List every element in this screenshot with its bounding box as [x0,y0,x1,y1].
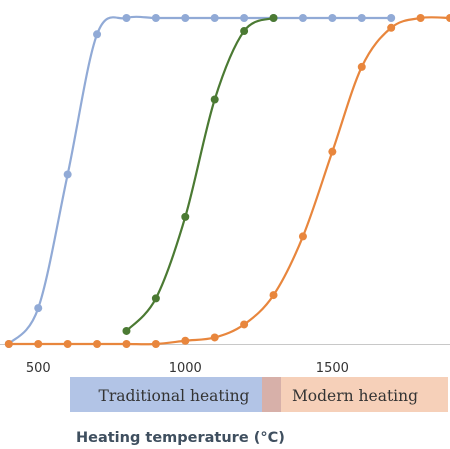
series-layer [4,14,450,348]
series-blue-point [93,30,102,39]
series-blue-point [151,14,160,22]
series-orange-point [387,23,396,32]
series-green-point [210,95,219,104]
series-green-line [125,16,274,332]
series-orange-point [34,340,43,348]
series-orange-point [4,340,13,348]
series-orange-point [93,340,102,348]
x-tick-label-500: 500 [26,361,51,376]
modern-heating-band [281,377,448,412]
series-orange-point [416,14,425,22]
traditional-heating-band [70,377,262,412]
series-blue-point [210,14,219,22]
series-blue-point [298,14,307,22]
x-tick-label-1000: 1000 [169,361,202,376]
x-tick-label-1500: 1500 [316,361,349,376]
modern-heating-label: Modern heating [292,387,418,405]
series-blue-line [7,15,392,345]
series-blue-point [357,14,366,22]
series-green [122,14,278,335]
series-green-point [151,294,160,303]
series-blue-point [328,14,337,22]
series-orange-point [63,340,72,348]
traditional-heating-label: Traditional heating [99,387,250,405]
x-axis-title: Heating temperature (°C) [76,430,285,446]
series-orange-point [210,333,219,342]
series-blue-point [181,14,190,22]
series-green-point [122,326,131,335]
series-orange-point [298,232,307,241]
series-green-point [269,14,278,22]
x-axis-ticks: 500 1000 1500 [26,361,349,376]
series-blue-point [122,14,131,22]
series-orange-line [8,16,450,346]
series-orange-point [328,147,337,156]
series-orange-point [446,14,450,22]
overlap-band [262,377,281,412]
series-blue-point [240,14,249,22]
series-blue-point [63,170,72,179]
series-orange-point [240,320,249,329]
series-orange-point [181,336,190,345]
series-green-point [240,27,249,36]
series-orange [4,14,450,348]
series-green-point [181,212,190,221]
series-blue-point [387,14,396,22]
series-blue-point [34,304,43,313]
series-orange-point [357,62,366,71]
series-orange-point [122,340,131,348]
series-orange-point [151,340,160,348]
series-orange-point [269,291,278,300]
series-blue [4,14,396,348]
heating-bands: Traditional heating Modern heating [70,377,448,412]
